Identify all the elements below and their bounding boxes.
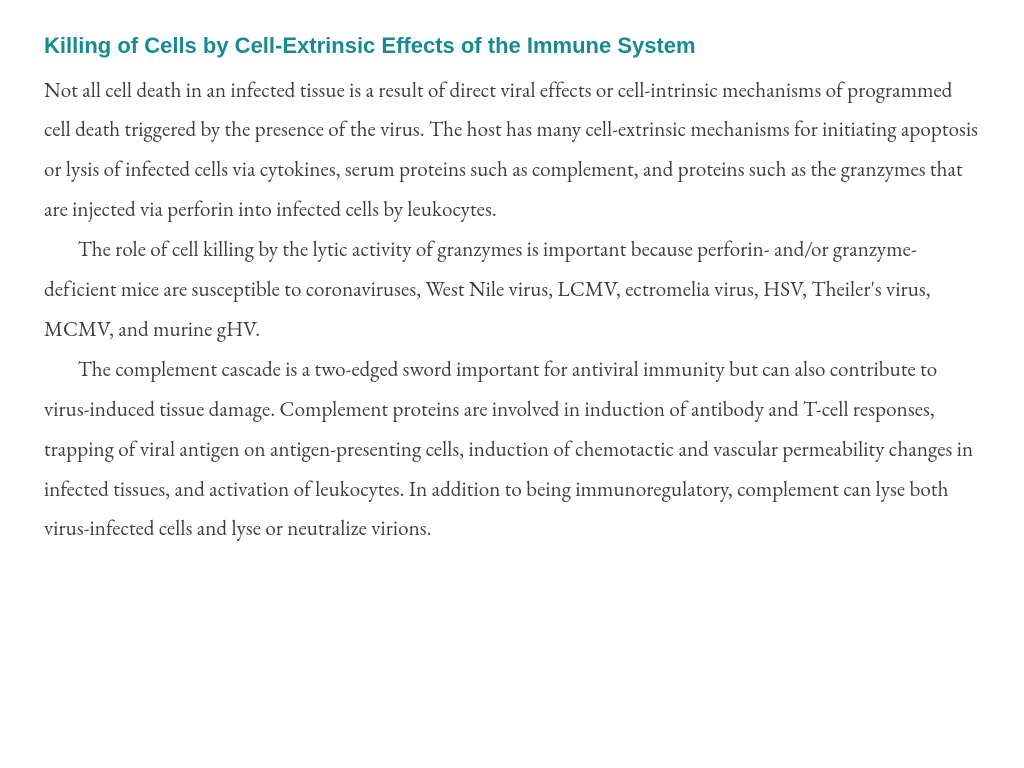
body-paragraph-2: The role of cell killing by the lytic ac… bbox=[44, 230, 980, 350]
body-paragraph-3: The complement cascade is a two-edged sw… bbox=[44, 350, 980, 549]
body-paragraph-1: Not all cell death in an infected tissue… bbox=[44, 71, 980, 231]
section-heading: Killing of Cells by Cell-Extrinsic Effec… bbox=[44, 32, 980, 61]
